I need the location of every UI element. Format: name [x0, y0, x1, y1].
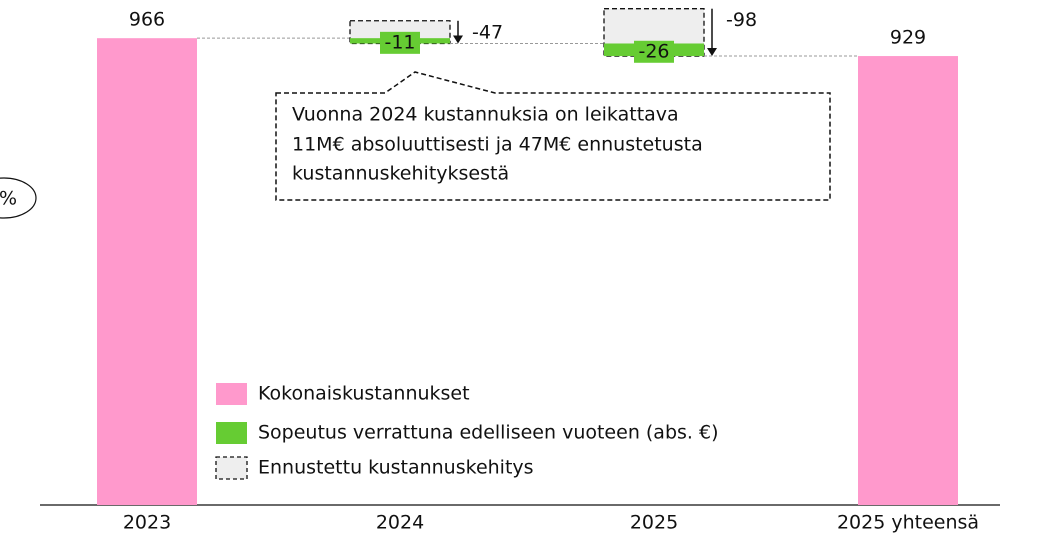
legend-label: Ennustettu kustannuskehitys — [258, 457, 534, 479]
legend-label: Sopeutus verrattuna edelliseen vuoteen (… — [258, 422, 719, 444]
callout-text: 11M€ absoluuttisesti ja 47M€ ennustetust… — [292, 134, 703, 156]
value-label: -26 — [638, 40, 669, 62]
value-label: 966 — [129, 9, 165, 31]
callout-box — [275, 71, 831, 201]
forecast-arrowhead — [707, 48, 717, 57]
legend-swatch — [216, 383, 247, 405]
legend-swatch — [216, 422, 247, 444]
x-tick-label: 2025 yhteensä — [837, 512, 979, 534]
legend-swatch — [215, 456, 248, 480]
forecast-label: -98 — [726, 9, 757, 31]
value-label: -11 — [384, 31, 415, 53]
x-tick-label: 2023 — [123, 512, 171, 534]
forecast-arrowhead — [453, 35, 463, 44]
value-label-bg — [634, 40, 674, 63]
x-tick-label: 2024 — [376, 512, 424, 534]
x-tick-label: 2025 — [630, 512, 678, 534]
side-circle — [0, 177, 37, 219]
bar — [858, 56, 958, 506]
callout-text: kustannuskehityksestä — [292, 163, 509, 185]
forecast-label: -47 — [472, 21, 503, 43]
side-mark: % — [0, 188, 17, 210]
callout-text: Vuonna 2024 kustannuksia on leikattava — [292, 104, 679, 126]
value-label-bg — [380, 31, 420, 54]
legend-label: Kokonaiskustannukset — [258, 383, 470, 405]
bar — [97, 38, 197, 505]
value-label: 929 — [890, 27, 926, 49]
